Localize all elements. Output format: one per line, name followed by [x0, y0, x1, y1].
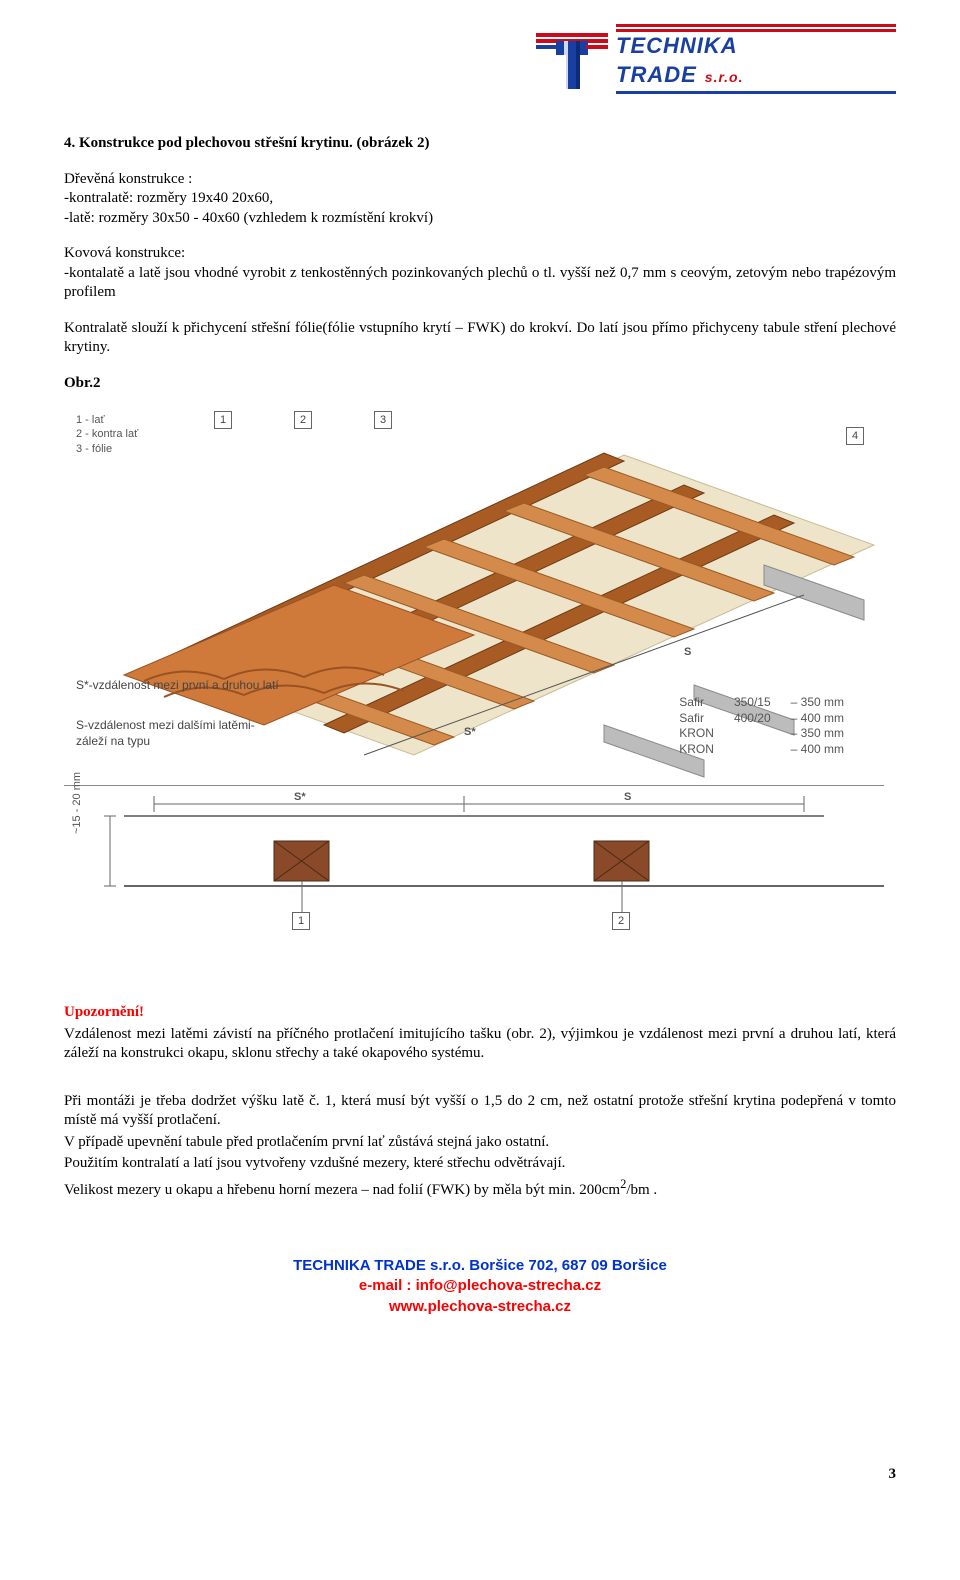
text-span: Velikost mezery u okapu a hřebenu horní … [64, 1182, 620, 1198]
page-number: 3 [889, 1465, 897, 1485]
callout-3: 3 [374, 411, 392, 429]
s-label: S-vzdálenost mezi dalšími latěmi-záleží … [76, 717, 286, 749]
footer-company: TECHNIKA TRADE s.r.o. Boršice 702, 687 0… [64, 1256, 896, 1276]
warning-title: Upozornění! [64, 1003, 896, 1023]
callout-1: 1 [214, 411, 232, 429]
gap-height-label: ~15 - 20 mm [70, 772, 84, 834]
diagram-legend: 1 - lať 2 - kontra lať 3 - fólie [76, 413, 138, 456]
figure-label: Obr.2 [64, 374, 896, 394]
table-row: KRON– 350 mm [669, 726, 854, 742]
paragraph: Použitím kontralatí a latí jsou vytvořen… [64, 1154, 896, 1174]
table-row: Safir400/20– 400 mm [669, 711, 854, 727]
logo-mark-icon [536, 27, 608, 91]
footer-web: www.plechova-strecha.cz [64, 1297, 896, 1317]
text-line: -latě: rozměry 30x50 - 40x60 (vzhledem k… [64, 209, 896, 229]
section-callout-2: 2 [612, 912, 630, 930]
figure-2: 1 - lať 2 - kontra lať 3 - fólie [64, 405, 896, 975]
paragraph: Velikost mezery u okapu a hřebenu horní … [64, 1176, 896, 1201]
page-footer: TECHNIKA TRADE s.r.o. Boršice 702, 687 0… [64, 1256, 896, 1317]
text-line: Dřevěná konstrukce : [64, 170, 896, 190]
callout-2: 2 [294, 411, 312, 429]
s-star-label: S*-vzdálenost mezi první a druhou latí [76, 677, 286, 693]
logo-word-2: TRADE [616, 61, 697, 90]
logo-word-1: TECHNIKA [616, 32, 896, 61]
diagram-cross-section: S* S ~15 - 20 mm 1 2 [64, 785, 884, 935]
paragraph: V případě upevnění tabule před protlačen… [64, 1133, 896, 1153]
legend-item: 1 - lať [76, 413, 138, 427]
warning-paragraph: Vzdálenost mezi latěmi závistí na příčné… [64, 1025, 896, 1064]
paragraph: Kontralatě slouží k přichycení střešní f… [64, 319, 896, 358]
section-title: 4. Konstrukce pod plechovou střešní kryt… [64, 134, 896, 154]
text-line: -kontalatě a latě jsou vhodné vyrobit z … [64, 265, 896, 301]
table-row: KRON– 400 mm [669, 742, 854, 758]
paragraph: Při montáži je třeba dodržet výšku latě … [64, 1092, 896, 1131]
construction-wood-block: Dřevěná konstrukce : -kontralatě: rozměr… [64, 170, 896, 229]
logo-suffix: s.r.o. [705, 68, 744, 86]
table-row: Safir350/15– 350 mm [669, 695, 854, 711]
legend-item: 2 - kontra lať [76, 427, 138, 441]
legend-item: 3 - fólie [76, 442, 138, 456]
footer-email: e-mail : info@plechova-strecha.cz [64, 1276, 896, 1296]
logo: TECHNIKA TRADE s.r.o. [536, 24, 896, 94]
construction-metal-block: Kovová konstrukce: -kontalatě a latě jso… [64, 244, 896, 303]
roof-diagram: 1 - lať 2 - kontra lať 3 - fólie [64, 405, 884, 975]
s-marker-section: S [624, 790, 631, 804]
s-marker: S [684, 645, 691, 659]
callout-4: 4 [846, 427, 864, 445]
document-page: TECHNIKA TRADE s.r.o. 4. Konstrukce pod … [0, 0, 960, 1580]
s-star-marker: S* [464, 725, 476, 739]
cross-section-icon [64, 786, 884, 936]
diagram-isometric: 1 - lať 2 - kontra lať 3 - fólie [64, 405, 884, 785]
section-callout-1: 1 [292, 912, 310, 930]
text-line: -kontralatě: rozměry 19x40 20x60, [64, 189, 896, 209]
s-star-marker-section: S* [294, 790, 306, 804]
header-logo: TECHNIKA TRADE s.r.o. [64, 24, 896, 94]
spacing-table: Safir350/15– 350 mm Safir400/20– 400 mm … [669, 695, 854, 757]
text-line: Kovová konstrukce: [64, 245, 185, 261]
text-span: /bm . [626, 1182, 657, 1198]
logo-text: TECHNIKA TRADE s.r.o. [616, 24, 896, 94]
